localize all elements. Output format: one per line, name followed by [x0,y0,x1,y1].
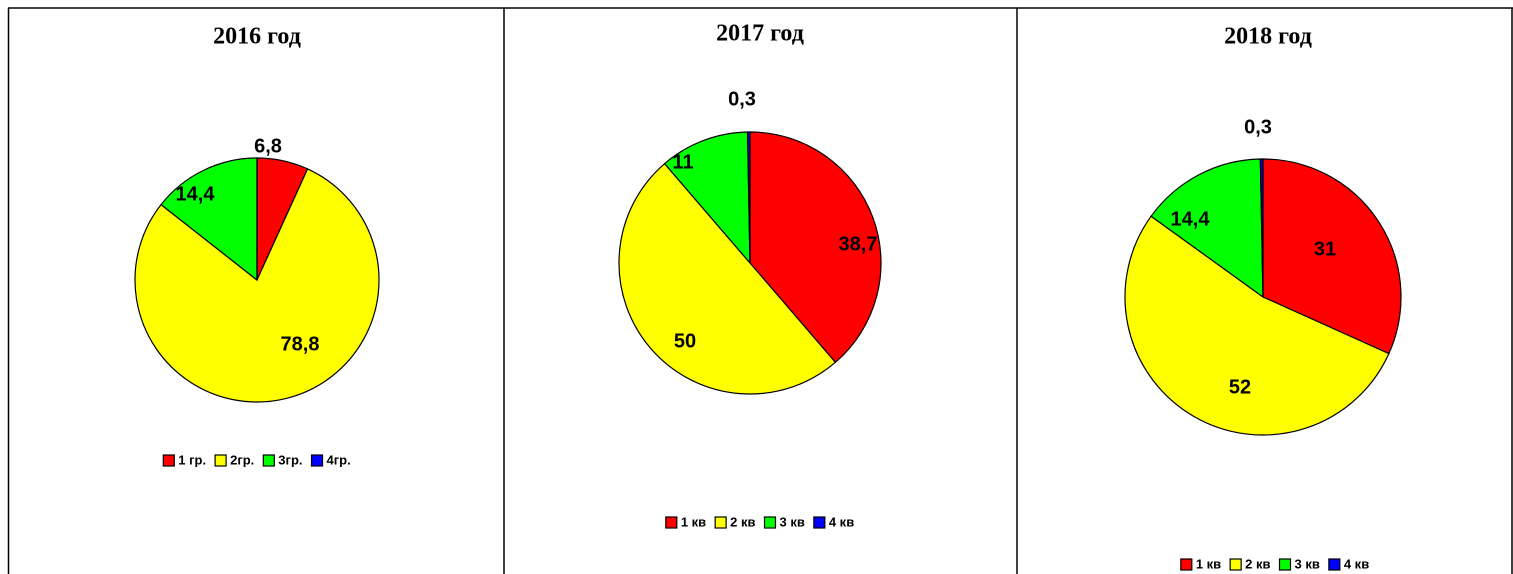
legend-swatch [310,454,324,467]
legend: 1 гр. 2гр. 3гр. 4гр. [162,452,351,467]
legend-swatch [1180,558,1193,571]
chart-title: 2016 год [213,24,301,50]
pie-slice [160,157,258,282]
pie-chart: 2017 год 38,7 50 11 0,3 1 кв 2 кв 3 кв 4 кв [618,21,882,529]
chart-title: 2017 год [716,21,804,47]
data-label: 6,8 [254,135,282,157]
legend-swatch [1229,558,1242,571]
data-label: 31 [1314,238,1336,260]
pie-slice [746,131,751,264]
legend: 1 кв 2 кв 3 кв 4 кв [665,514,854,529]
pie-slice [1124,215,1390,436]
legend-swatch [714,516,727,529]
legend-label: 1 кв [1196,556,1221,571]
pie-slice [1262,158,1402,355]
legend: 1 кв 2 кв 3 кв 4 кв [1180,556,1369,571]
legend-label: 1 гр. [178,452,206,467]
data-label: 38,7 [839,233,878,255]
pie-slice [1259,158,1264,298]
legend-swatch [813,516,826,529]
data-label: 14,4 [1171,208,1211,230]
data-label: 52 [1229,376,1251,398]
legend-label: 3 кв [780,514,805,529]
legend-label: 2гр. [230,452,254,467]
legend-swatch [1278,558,1292,571]
legend-label: 4 кв [829,514,854,529]
legend-label: 4гр. [327,452,351,467]
legend-swatch [214,454,227,467]
chart-title: 2018 год [1224,24,1312,50]
pie-chart: 2018 год 31 52 14,4 0,3 1 кв 2 кв 3 кв 4 кв [1124,24,1402,571]
data-label: 11 [672,151,693,173]
legend-swatch [162,454,175,467]
pie-chart: 2016 год 6,8 78,8 14,4 1 гр. 2гр. 3гр. 4гр. [134,24,380,467]
pie-slice [618,162,837,395]
table-borders [7,7,1513,574]
data-label: 50 [674,330,696,352]
pie-slice [134,168,380,403]
legend-label: 3 кв [1295,556,1320,571]
legend-swatch [262,454,275,467]
legend-label: 2 кв [730,514,755,529]
legend-label: 2 кв [1245,556,1270,571]
pie-slice [663,131,751,265]
pie-slice [749,131,882,364]
data-label: 78,8 [281,333,320,355]
legend-label: 1 кв [681,514,706,529]
legend-swatch [665,516,678,529]
legend-swatch [763,516,777,529]
legend-swatch [1328,558,1341,571]
legend-label: 3гр. [278,452,302,467]
data-label: 0,3 [728,88,756,110]
legend-label: 4 кв [1344,556,1369,571]
pie-slice [1150,158,1264,299]
data-label: 0,3 [1244,116,1272,138]
data-label: 14,4 [176,183,216,205]
